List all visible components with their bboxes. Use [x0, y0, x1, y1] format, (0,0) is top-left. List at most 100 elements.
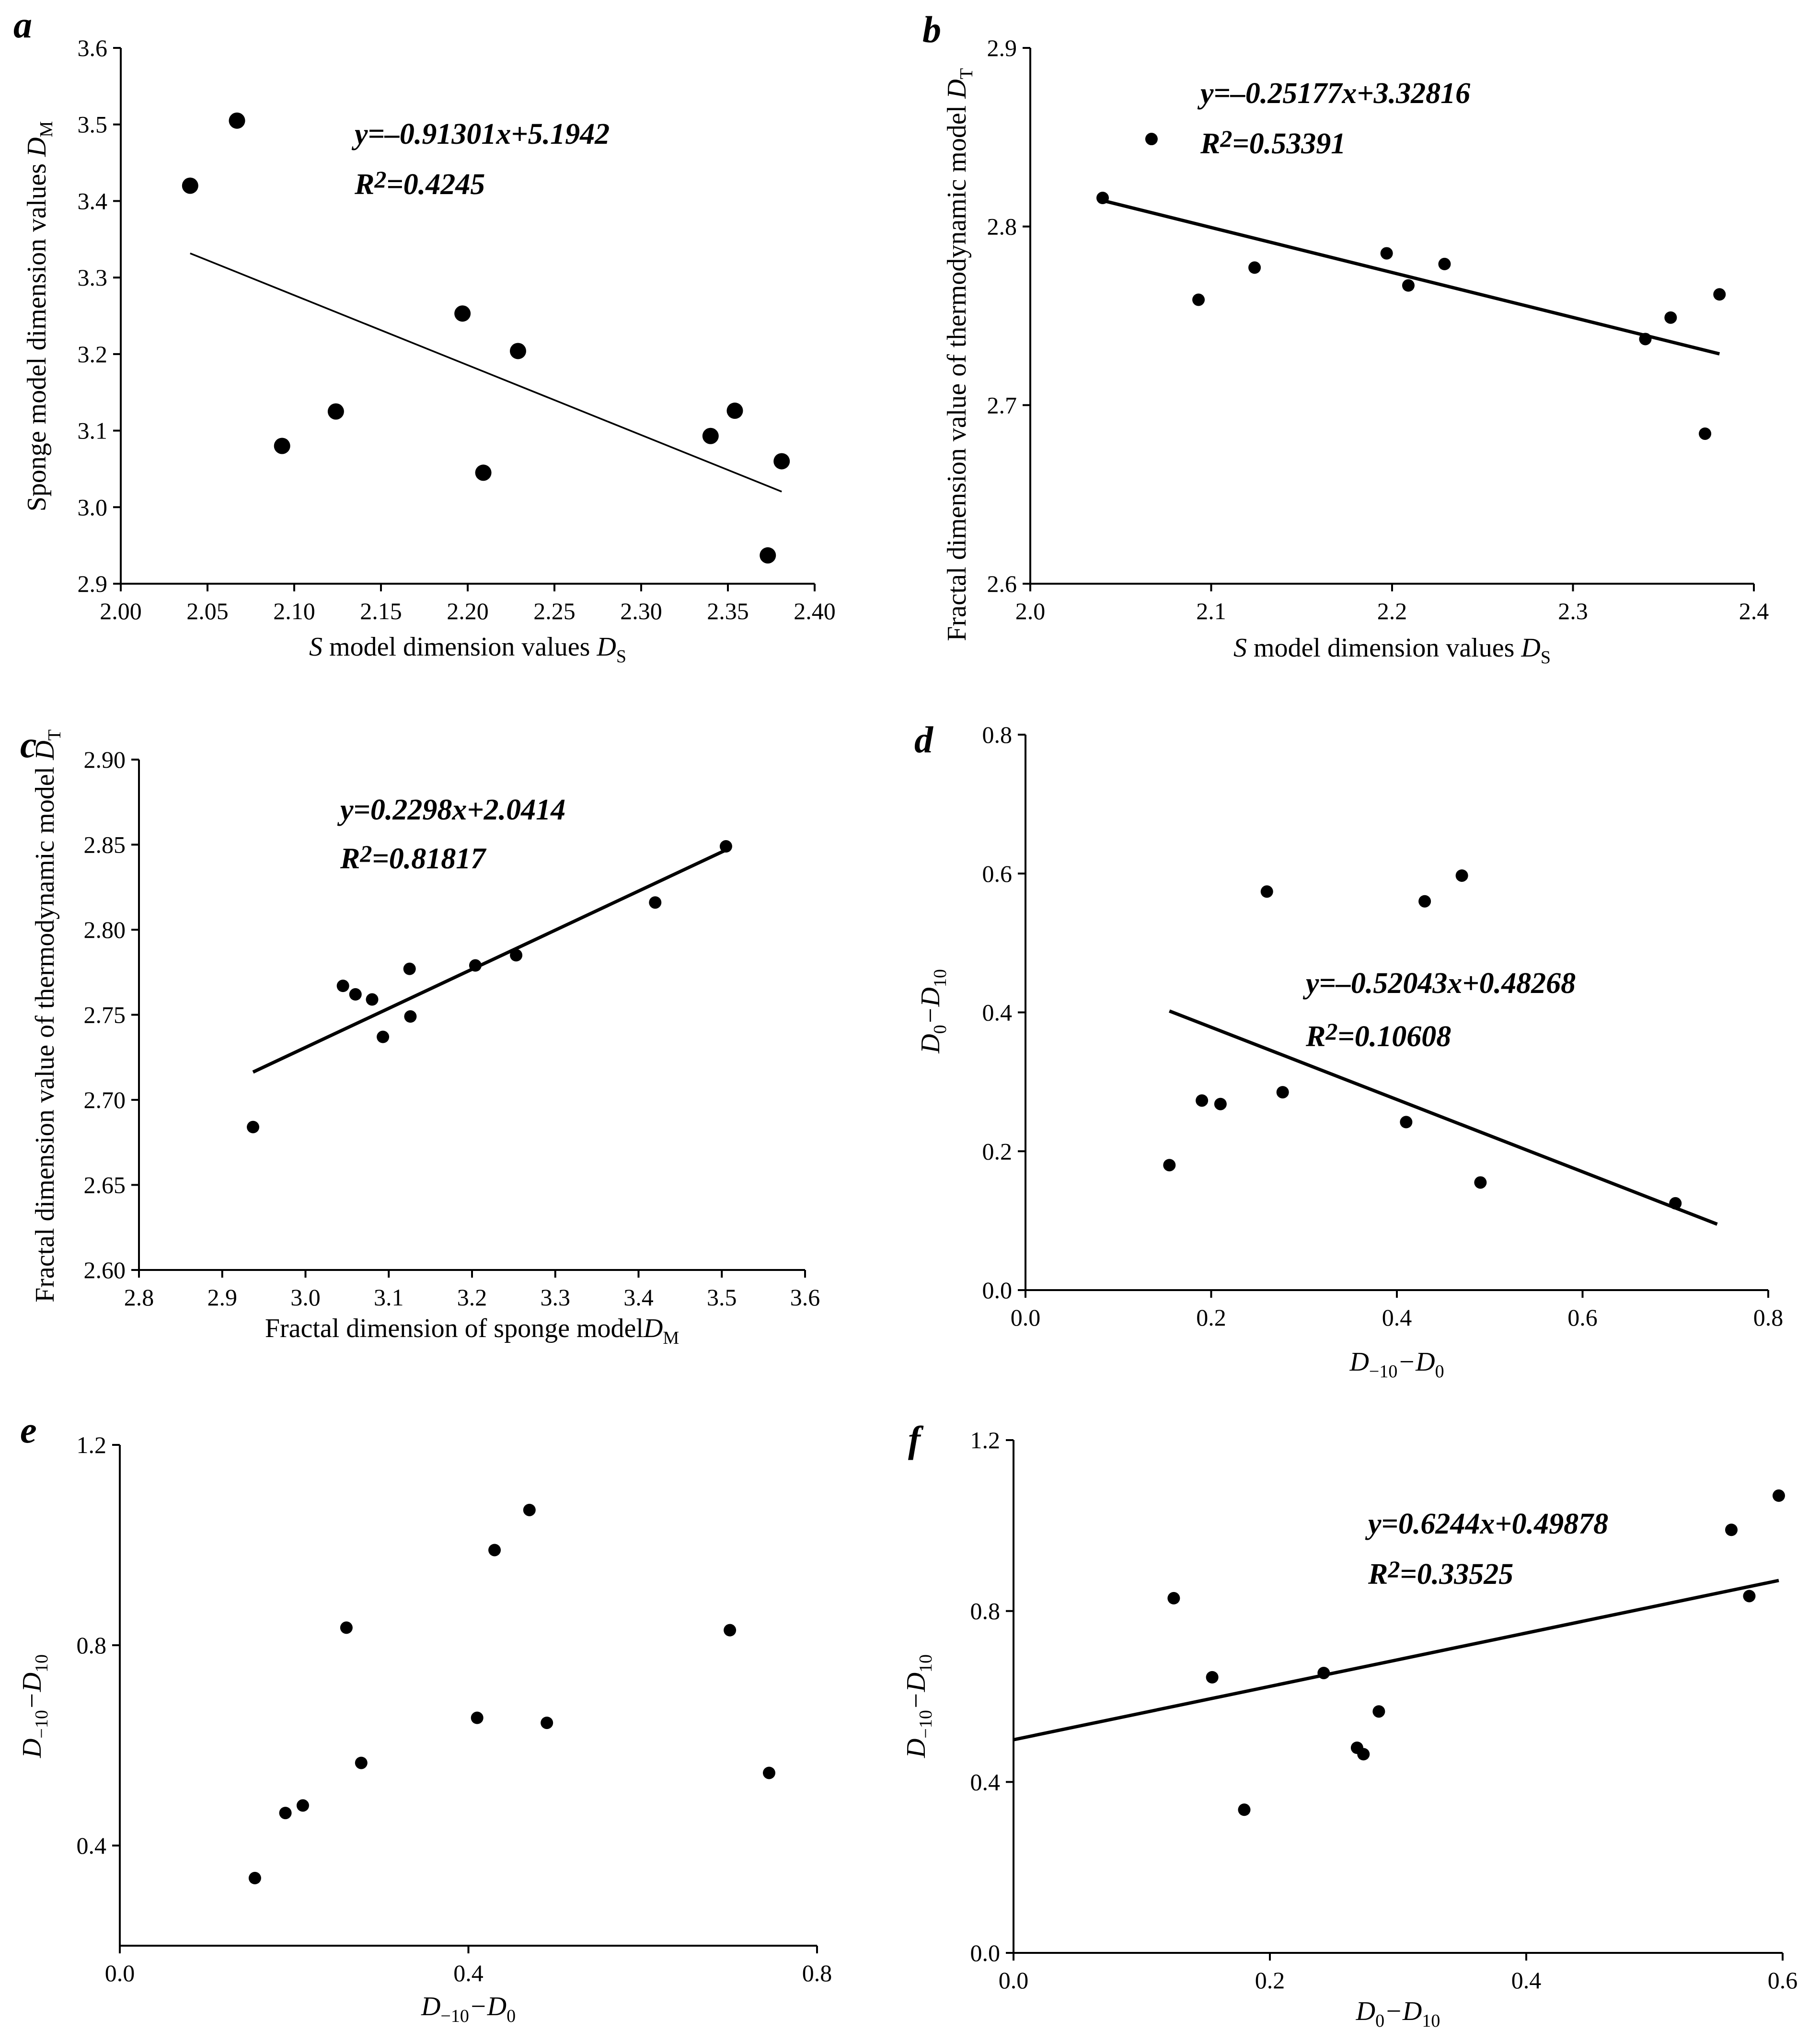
panel-e-x-axis-label-var: D	[421, 1992, 440, 2021]
panel-e-point-10	[724, 1624, 737, 1637]
panel-d-point-7	[1418, 895, 1431, 908]
panel-f-fit-line	[1013, 1579, 1779, 1742]
panel-d-y-axis-label-var: D	[916, 1034, 945, 1053]
panel-b-r-label: R	[1200, 127, 1220, 160]
panel-e-x-tick-label: 0.8	[802, 1960, 832, 1986]
panel-b-x-axis-label-sub: S	[1541, 647, 1551, 668]
panel-b-y-tick-label: 2.6	[987, 570, 1017, 597]
panel-d-x-tick-label: 0.8	[1753, 1304, 1784, 1331]
panel-a-y-tick-label: 3.3	[78, 264, 108, 291]
panel-a-x-tick-label: 2.35	[707, 598, 749, 624]
panel-a-y-axis-label-var: D	[22, 137, 52, 157]
panel-b: b 2.0 2.1 2.2 2.3 2.4 2.6 2.7 2.8 2.9 S model dim…	[922, 9, 1769, 668]
panel-e-y-axis-label: D−10−D10	[17, 1654, 52, 1758]
panel-e-point-8	[523, 1503, 536, 1516]
panel-c-x-axis-label-mid: Fractal dimension of sponge model	[265, 1314, 644, 1343]
panel-b-point-4	[1248, 261, 1261, 274]
panel-e-point-5	[355, 1756, 368, 1769]
panel-b-axes: 2.0 2.1 2.2 2.3 2.4 2.6 2.7 2.8 2.9 S model dimen…	[942, 35, 1769, 668]
panel-a-y-tick-label: 3.1	[78, 417, 108, 444]
panel-f-r-value: =0.33525	[1400, 1558, 1513, 1591]
panel-f-y-tick-label: 1.2	[970, 1427, 1001, 1454]
panel-f-y-tick-label: 0.0	[970, 1939, 1001, 1966]
panel-c-y-tick-label: 2.60	[84, 1257, 126, 1283]
panel-e-point-11	[762, 1766, 775, 1779]
panel-d-x-tick-label: 0.2	[1196, 1304, 1226, 1331]
panel-f-x-tick-label: 0.6	[1768, 1967, 1798, 1994]
panel-b-y-tick-label: 2.7	[987, 392, 1017, 418]
panel-d: d 0.0 0.2 0.4 0.6 0.80.00.20.40.60.8D−10−D0D…	[914, 719, 1783, 1382]
panel-f-x-axis-label: D0−D10	[1356, 1996, 1440, 2031]
panel-d-axes: 0.0 0.2 0.4 0.6 0.80.00.20.40.60.8D−10−D0D0−…	[916, 721, 1783, 1382]
panel-a-point-3	[274, 438, 290, 454]
panel-b-x-tick-label: 2.3	[1558, 598, 1588, 624]
panel-a-x-tick-label: 2.15	[360, 598, 402, 624]
panel-b-y-tick-label: 2.8	[987, 213, 1017, 240]
panel-d-x-tick-label: 0.6	[1567, 1304, 1598, 1331]
panel-d-r-label: R	[1305, 1020, 1325, 1053]
panel-a-point-10	[760, 547, 776, 564]
panel-c-x-tick-label: 3.3	[541, 1284, 571, 1311]
panel-d-x-tick-label: 0.4	[1382, 1304, 1412, 1331]
panel-c-y-tick-label: 2.65	[84, 1172, 126, 1199]
panel-e-y-axis-label-rest: −D	[17, 1673, 47, 1710]
panel-d-x-axis-label-sub: −10	[1369, 1362, 1397, 1382]
panel-e-point-7	[488, 1544, 501, 1557]
panel-a-r-label: R	[354, 168, 374, 201]
panel-f-point-9	[1743, 1590, 1756, 1603]
panel-e-y-axis-label-sub2: 10	[32, 1654, 52, 1673]
panel-e-point-9	[541, 1716, 553, 1729]
panel-f-r-squared: R2=0.33525	[1368, 1556, 1513, 1591]
panel-c-r-value: =0.81817	[372, 842, 487, 875]
panel-b-point-3	[1192, 293, 1205, 306]
panel-a-axes: 2.00 2.05 2.10 2.15 2.20 2.25 2.30 2.35 2.40 2.9 3…	[22, 35, 836, 667]
panel-f-point-1	[1167, 1592, 1180, 1604]
panel-c-y-tick-label: 2.75	[84, 1002, 126, 1028]
panel-a-point-6	[475, 464, 492, 481]
panel-a-y-tick-label: 3.0	[78, 494, 108, 520]
panel-f-y-tick-label: 0.4	[970, 1768, 1001, 1795]
panel-b-r-value: =0.53391	[1232, 127, 1346, 160]
panel-c-letter: c	[20, 724, 37, 765]
panel-b-r-power: 2	[1220, 125, 1232, 152]
panel-b-r-squared: R2=0.53391	[1200, 125, 1346, 160]
panel-d-x-axis-label: D−10−D0	[1349, 1347, 1444, 1382]
panel-e-point-1	[248, 1871, 261, 1884]
panel-c-x-axis-label-sub: M	[663, 1328, 679, 1348]
panel-c-x-tick-label: 3.2	[457, 1284, 487, 1311]
panel-b-fit-line	[1102, 199, 1720, 356]
panel-a-point-4	[327, 403, 344, 420]
panel-a-point-5	[454, 305, 471, 322]
panel-b-letter: b	[922, 9, 941, 50]
panel-f-x-tick-label: 0.2	[1255, 1967, 1285, 1994]
panel-c-point-9	[510, 949, 523, 962]
panel-d-r-power: 2	[1325, 1018, 1337, 1045]
panel-c-x-tick-label: 3.1	[374, 1284, 404, 1311]
panel-a-equation: y=–0.91301x+5.1942	[351, 118, 610, 150]
panel-b-y-tick-label: 2.9	[987, 35, 1017, 61]
panel-c-y-axis-label-sub: T	[45, 729, 65, 740]
panel-d-y-tick-label: 0.4	[982, 999, 1013, 1026]
panel-a-y-axis-label-mid: Sponge model dimension values	[22, 157, 52, 511]
panel-d-fit-line	[1169, 1009, 1718, 1226]
panel-e-letter: e	[20, 1409, 37, 1451]
panel-c-y-axis-label-mid: Fractal dimension value of thermodynamic…	[30, 760, 60, 1303]
panel-e-y-tick-label: 1.2	[77, 1431, 107, 1458]
panel-d-x-axis-label-rest: −D	[1397, 1347, 1435, 1377]
panel-a-x-axis-label: S model dimension values DS	[309, 632, 626, 667]
panel-f-x-axis-label-var: D	[1356, 1996, 1375, 2026]
panel-c-point-7	[404, 1010, 417, 1023]
panel-c-x-tick-label: 2.9	[207, 1284, 238, 1311]
panel-e-x-axis-label-sub2: 0	[507, 2006, 516, 2026]
panel-a-point-8	[702, 427, 719, 444]
panel-c-r-label: R	[340, 842, 360, 875]
panel-a-x-axis-label-sub: S	[616, 646, 626, 667]
panel-b-point-2	[1145, 133, 1158, 146]
panel-e-x-axis-label: D−10−D0	[421, 1992, 516, 2026]
panel-e-y-axis-label-var: D	[17, 1739, 47, 1758]
panel-f-point-10	[1772, 1489, 1785, 1502]
panel-d-y-axis-label-sub2: 10	[930, 969, 950, 987]
panel-a-y-tick-label: 3.2	[78, 341, 108, 368]
panel-f-x-axis-label-sub: 0	[1375, 2011, 1384, 2031]
